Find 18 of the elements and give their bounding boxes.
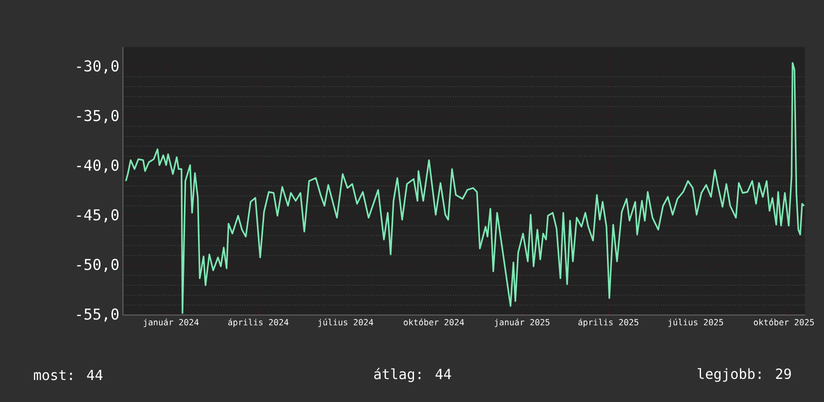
x-tick-label: július 2024	[318, 318, 374, 328]
x-tick-label: január 2025	[494, 318, 550, 328]
x-tick-label: július 2025	[668, 318, 724, 328]
y-tick-label: -45,0	[77, 209, 118, 222]
y-tick-label: -40,0	[77, 160, 118, 173]
y-tick-label: -35,0	[77, 110, 118, 124]
text: átlag: 44	[374, 368, 452, 382]
text: legjobb: 29	[698, 368, 791, 382]
y-tick-label: -30,0	[77, 60, 118, 74]
x-tick-label: január 2024	[144, 318, 199, 328]
y-tick-label: -55,0	[77, 308, 118, 322]
x-tick-label: október 2025	[754, 318, 814, 326]
text: most: 44	[34, 370, 103, 380]
x-tick-label: október 2024	[404, 318, 464, 326]
x-tick-label: április 2025	[578, 318, 638, 328]
x-tick-label: április 2024	[228, 318, 288, 328]
line-series	[125, 62, 805, 314]
y-tick-label: -50,0	[77, 258, 118, 272]
